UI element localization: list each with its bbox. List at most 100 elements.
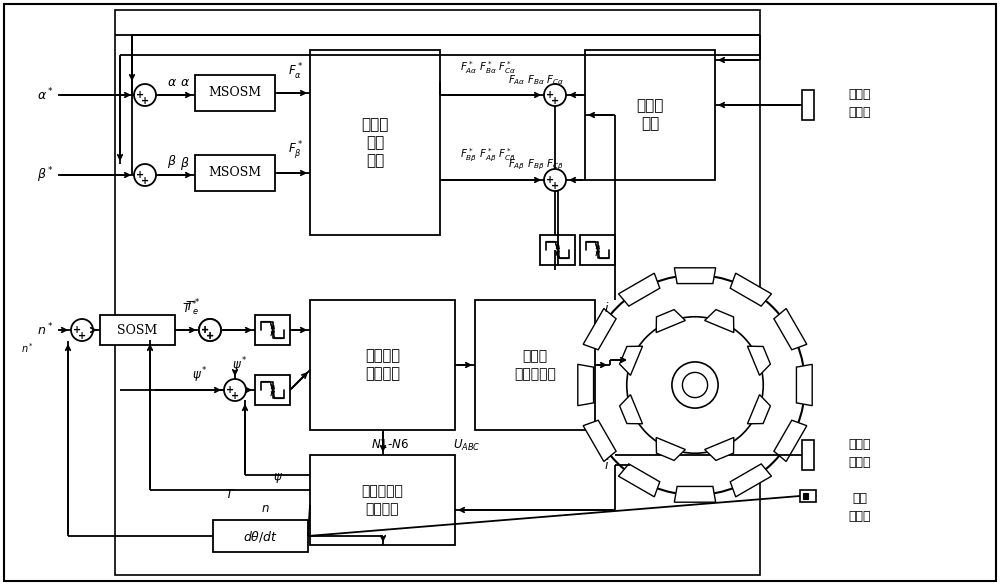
Text: +: +	[201, 325, 209, 335]
Text: 电涡流: 电涡流	[849, 88, 871, 102]
Polygon shape	[619, 273, 660, 306]
Circle shape	[544, 169, 566, 191]
Polygon shape	[747, 395, 770, 424]
Text: $\beta$: $\beta$	[180, 154, 190, 171]
Bar	[540, 235, 575, 265]
Text: $i$: $i$	[604, 458, 610, 472]
Text: $\beta^*$: $\beta^*$	[37, 165, 53, 185]
Polygon shape	[674, 487, 716, 502]
Text: +: +	[78, 331, 86, 340]
Circle shape	[672, 362, 718, 408]
Text: 计算: 计算	[366, 153, 384, 168]
Circle shape	[224, 379, 246, 401]
Circle shape	[585, 275, 805, 495]
Text: $N1\text{-}N6$: $N1\text{-}N6$	[371, 439, 409, 452]
Polygon shape	[583, 420, 616, 462]
Text: 悬浮力: 悬浮力	[361, 117, 389, 132]
Bar	[100, 315, 175, 345]
Text: $d\theta/dt$: $d\theta/dt$	[243, 528, 278, 543]
Bar	[115, 10, 760, 575]
Text: +: +	[136, 90, 144, 100]
Text: 估算: 估算	[641, 116, 659, 132]
Circle shape	[199, 319, 221, 341]
Circle shape	[134, 164, 156, 186]
Text: +: +	[231, 391, 239, 401]
Polygon shape	[583, 308, 616, 350]
Text: $i$: $i$	[604, 301, 610, 315]
Bar	[195, 155, 275, 191]
Text: 分配: 分配	[366, 135, 384, 150]
Text: +: +	[73, 325, 81, 335]
Polygon shape	[747, 346, 770, 376]
Text: +: +	[546, 90, 554, 100]
Text: $\alpha^*$: $\alpha^*$	[37, 87, 53, 104]
Text: $F^*_\beta$: $F^*_\beta$	[288, 139, 304, 161]
Text: +: +	[551, 181, 559, 191]
Text: 五电平: 五电平	[522, 349, 548, 363]
Text: SOSM: SOSM	[117, 324, 158, 336]
Circle shape	[544, 84, 566, 106]
Polygon shape	[656, 438, 685, 460]
Polygon shape	[674, 268, 716, 284]
Text: +: +	[141, 176, 149, 185]
Circle shape	[627, 316, 763, 453]
Text: 功率变换器: 功率变换器	[514, 367, 556, 381]
Text: $\beta$: $\beta$	[167, 153, 177, 170]
Text: $\psi$: $\psi$	[273, 471, 283, 485]
Text: 逻辑判断: 逻辑判断	[365, 366, 400, 381]
Bar	[800, 490, 816, 502]
Bar	[580, 235, 615, 265]
Bar	[213, 520, 308, 552]
Text: +: +	[206, 331, 214, 340]
Text: 电涡流: 电涡流	[849, 439, 871, 452]
Text: 开关信号: 开关信号	[365, 349, 400, 363]
Text: $\psi^*$: $\psi^*$	[232, 355, 248, 375]
Polygon shape	[774, 420, 807, 462]
Text: $n^*$: $n^*$	[21, 341, 35, 355]
Bar	[310, 455, 455, 545]
Text: 传感器: 传感器	[849, 456, 871, 470]
Text: +: +	[546, 175, 554, 185]
Polygon shape	[656, 309, 685, 332]
Polygon shape	[705, 438, 734, 460]
Text: $\alpha$: $\alpha$	[167, 75, 177, 88]
Polygon shape	[774, 308, 807, 350]
Bar	[255, 375, 290, 405]
Polygon shape	[705, 309, 734, 332]
Text: $\psi^*$: $\psi^*$	[192, 365, 208, 385]
Text: MSOSM: MSOSM	[208, 167, 262, 180]
Text: $T^*_e$: $T^*_e$	[185, 298, 201, 318]
Text: $F^*_{B\beta}\ F^*_{A\beta}\ F^*_{C\beta}$: $F^*_{B\beta}\ F^*_{A\beta}\ F^*_{C\beta…	[460, 146, 516, 164]
Text: $T^*$: $T^*$	[182, 300, 198, 316]
Bar	[195, 75, 275, 111]
Text: $F^*_{A\alpha}\ F^*_{B\alpha}\ F^*_{C\alpha}$: $F^*_{A\alpha}\ F^*_{B\alpha}\ F^*_{C\al…	[460, 60, 517, 77]
Bar	[585, 50, 715, 180]
Text: $U_{ABC}$: $U_{ABC}$	[453, 438, 481, 453]
Polygon shape	[620, 395, 643, 424]
Text: 磁链转矩算: 磁链转矩算	[362, 484, 403, 498]
Text: 编码器: 编码器	[849, 510, 871, 522]
Polygon shape	[619, 464, 660, 497]
Bar	[802, 90, 814, 120]
Polygon shape	[730, 273, 771, 306]
Bar	[310, 300, 455, 430]
Text: +: +	[201, 325, 209, 335]
Circle shape	[682, 373, 708, 398]
Polygon shape	[730, 464, 771, 497]
Bar	[475, 300, 595, 430]
Text: +: +	[136, 170, 144, 180]
Text: +: +	[551, 96, 559, 106]
Circle shape	[199, 319, 221, 341]
Text: $\alpha$: $\alpha$	[180, 77, 190, 90]
Bar	[310, 50, 440, 235]
Circle shape	[71, 319, 93, 341]
Text: $F^*_\alpha$: $F^*_\alpha$	[288, 62, 304, 82]
Text: $T$: $T$	[225, 487, 235, 501]
Bar	[803, 493, 808, 499]
Text: $F_{A\beta}\ F_{B\beta}\ F_{C\beta}$: $F_{A\beta}\ F_{B\beta}\ F_{C\beta}$	[508, 158, 564, 172]
Polygon shape	[578, 364, 594, 405]
Text: 光电: 光电	[852, 491, 868, 504]
Text: 悬浮力: 悬浮力	[636, 98, 664, 113]
Text: $n^*$: $n^*$	[37, 322, 53, 338]
Circle shape	[134, 84, 156, 106]
